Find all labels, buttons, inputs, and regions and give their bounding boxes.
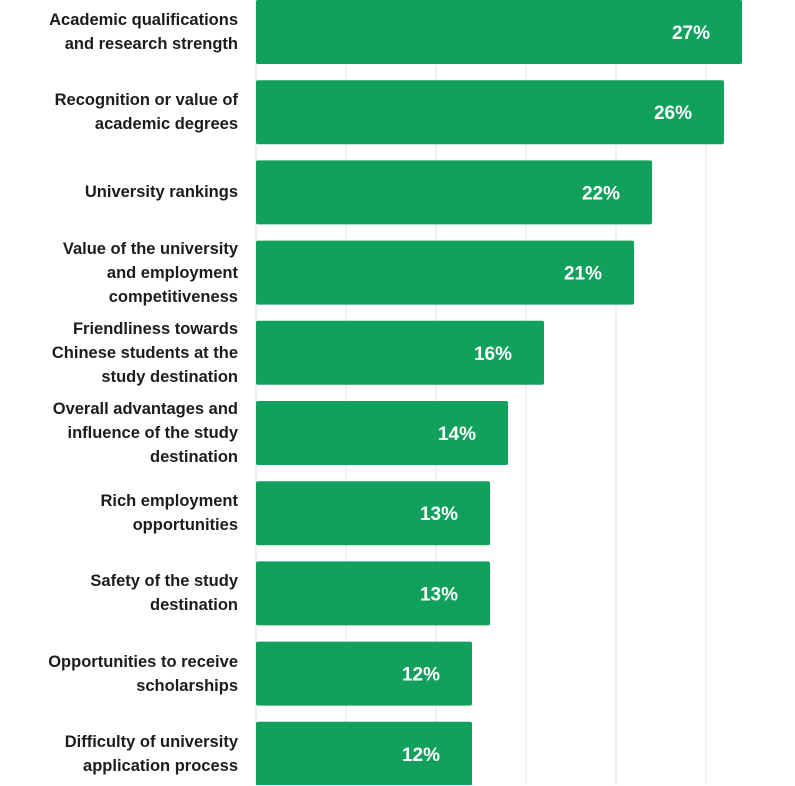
category-label-line: Academic qualifications [49, 11, 238, 29]
bar [256, 320, 544, 385]
category-label-line: Chinese students at the [51, 343, 238, 362]
data-label: 16% [474, 344, 512, 365]
data-label: 13% [420, 584, 458, 605]
category-label-line: and research strength [64, 35, 238, 53]
category-label-line: Recognition or value of [54, 91, 238, 110]
category-label-line: destination [149, 448, 238, 466]
category-label-line: destination [149, 596, 238, 615]
data-labels: 27% 26% 22% 21% 16% 14% 13% 13% 12% 12% [402, 23, 710, 766]
category-label-line: Rich employment [100, 492, 238, 511]
category-label-text: Recognition or value of academic degrees [55, 88, 238, 136]
data-label: 12% [402, 665, 440, 686]
category-label-line: study destination [101, 367, 238, 386]
category-label-text: Opportunities to receive scholarships [48, 650, 238, 698]
bar [256, 0, 742, 64]
category-label-text: Academic qualifications and research stre… [49, 8, 238, 56]
bar [256, 80, 724, 145]
category-label-line: scholarships [136, 676, 238, 695]
bar [256, 641, 472, 706]
category-label-line: opportunities [132, 516, 238, 535]
category-label-line: academic degrees [94, 115, 238, 134]
bar [256, 561, 490, 626]
category-label: Recognition or value of academic degrees [0, 80, 238, 144]
category-label: Opportunities to receive scholarships [0, 642, 238, 706]
bar [256, 401, 508, 465]
category-label-line: University rankings [84, 183, 238, 202]
category-label-line: Difficulty of university [64, 732, 238, 751]
category-label: Safety of the study destination [0, 561, 238, 625]
data-label: 27% [672, 23, 710, 44]
bars [256, 0, 742, 785]
category-label-line: influence of the study [67, 424, 238, 442]
bar [256, 160, 652, 225]
bar [256, 721, 472, 785]
category-label-line: application process [83, 756, 238, 775]
data-label: 21% [564, 264, 602, 285]
data-label: 12% [402, 745, 440, 766]
category-label-text: Friendliness towards Chinese students at … [52, 317, 238, 389]
category-label-text: Overall advantages and influence of the s… [53, 397, 238, 469]
category-label-text: Value of the university and employment com… [63, 237, 238, 309]
category-label-line: and employment [106, 263, 238, 282]
data-label: 22% [582, 183, 620, 204]
category-label-line: Overall advantages and [52, 400, 238, 418]
category-label: Difficulty of university application proc… [0, 722, 238, 786]
category-label-text: Safety of the study destination [90, 569, 238, 617]
category-label: Friendliness towards Chinese students at … [0, 320, 238, 386]
category-label-line: Value of the university [62, 239, 238, 258]
category-label: Rich employment opportunities [0, 481, 238, 545]
data-label: 14% [438, 424, 476, 445]
category-label-line: Friendliness towards [72, 319, 238, 338]
category-label: University rankings [0, 160, 238, 224]
bar [256, 240, 634, 305]
category-label-line: Safety of the study [90, 572, 238, 591]
category-label-line: Opportunities to receive [48, 652, 238, 671]
data-label: 13% [420, 504, 458, 525]
bar [256, 481, 490, 546]
category-label-line: competitiveness [108, 287, 238, 306]
category-label-text: University rankings [85, 180, 238, 204]
category-label: Overall advantages and influence of the s… [0, 400, 238, 466]
category-label-text: Difficulty of university application proc… [65, 730, 238, 778]
data-label: 26% [654, 103, 692, 124]
category-label-text: Rich employment opportunities [100, 489, 238, 537]
category-label: Value of the university and employment com… [0, 240, 238, 306]
category-label: Academic qualifications and research stre… [0, 0, 238, 64]
